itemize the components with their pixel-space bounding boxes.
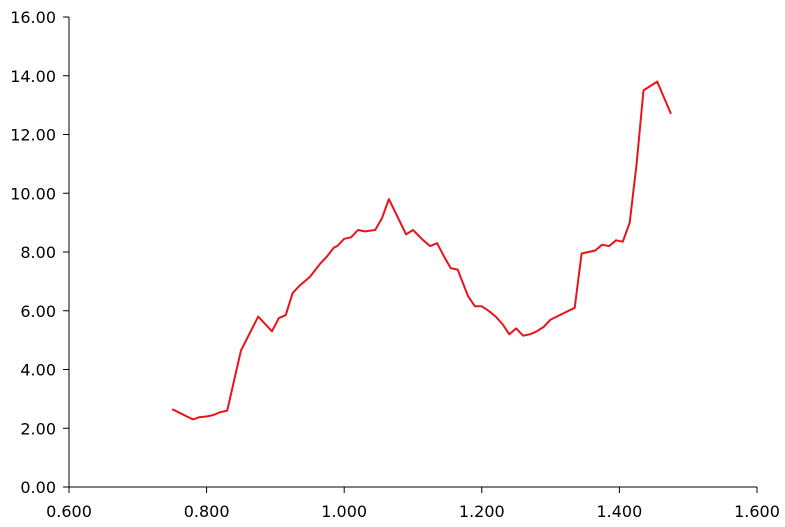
y-tick-label: 16.00 (10, 8, 56, 27)
y-tick-label: 10.00 (10, 184, 56, 203)
y-tick-label: 6.00 (20, 302, 56, 321)
y-tick-label: 0.00 (20, 478, 56, 497)
y-tick-label: 8.00 (20, 243, 56, 262)
y-tick-label: 2.00 (20, 419, 56, 438)
x-tick-label: 1.600 (734, 502, 780, 521)
x-axis: 0.600 0.800 1.000 1.200 1.400 1.600 (46, 486, 780, 521)
x-tick-label: 1.200 (459, 502, 505, 521)
x-tick-label: 0.600 (46, 502, 92, 521)
y-tick-label: 12.00 (10, 126, 56, 145)
x-tick-label: 1.400 (596, 502, 642, 521)
series-line-1 (171, 80, 672, 421)
plot-area (171, 80, 672, 421)
x-tick-label: 0.800 (184, 502, 230, 521)
y-axis: 0.00 2.00 4.00 6.00 8.00 10.00 12.00 14.00 16.00 (10, 8, 70, 497)
y-tick-label: 14.00 (10, 67, 56, 86)
x-tick-label: 1.000 (321, 502, 367, 521)
y-tick-label: 4.00 (20, 361, 56, 380)
